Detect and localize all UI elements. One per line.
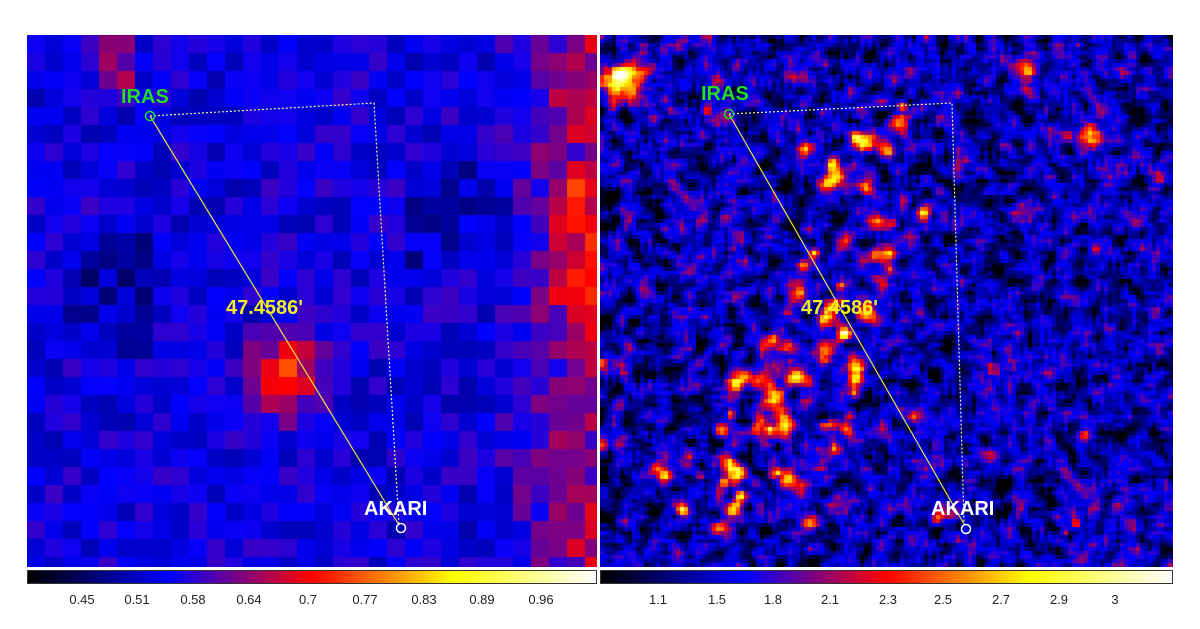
distance-label: 47.4586' [226, 297, 304, 319]
measurement-overlay [723, 102, 972, 535]
tick-label: 3 [1111, 592, 1119, 607]
tick-label: 1.1 [648, 592, 668, 607]
tick-label: 0.77 [352, 592, 378, 607]
tick-label: 0.64 [236, 592, 262, 607]
colorbar-left [27, 570, 597, 584]
tick-label: 0.7 [298, 592, 318, 607]
bounding-path [728, 102, 965, 525]
panel-divider [597, 35, 600, 567]
iras-marker [144, 110, 156, 122]
iras-intensity-map [27, 35, 597, 567]
iras-map-panel: IRAS AKARI 47.4586' [27, 35, 597, 567]
iras-label: IRAS [701, 83, 749, 105]
distance-line [728, 113, 965, 525]
colorbar-ticks-right: 1.1 1.5 1.8 2.1 2.3 2.5 2.7 2.9 3 [600, 592, 1173, 612]
tick-label: 0.58 [180, 592, 206, 607]
tick-label: 2.9 [1049, 592, 1069, 607]
tick-label: 0.83 [411, 592, 437, 607]
tick-label: 0.51 [124, 592, 150, 607]
tick-label: 1.8 [763, 592, 783, 607]
colorbar-ticks-left: 0.45 0.51 0.58 0.64 0.7 0.77 0.83 0.89 0… [27, 592, 597, 612]
akari-map-panel: IRAS AKARI 47.4586' [600, 35, 1173, 567]
akari-intensity-map [600, 35, 1173, 567]
tick-label: 2.5 [933, 592, 953, 607]
akari-marker [960, 523, 972, 535]
distance-line [149, 115, 400, 526]
tick-label: 2.7 [991, 592, 1011, 607]
distance-label: 47.4586' [801, 297, 879, 319]
iras-label: IRAS [121, 86, 169, 108]
bounding-path [149, 102, 400, 526]
iras-marker [723, 108, 735, 120]
akari-label: AKARI [931, 498, 995, 520]
measurement-overlay [144, 102, 407, 534]
akari-marker [395, 522, 407, 534]
colorbar-right [600, 570, 1173, 584]
akari-label: AKARI [364, 498, 428, 520]
tick-label: 0.45 [69, 592, 95, 607]
tick-label: 0.96 [528, 592, 554, 607]
tick-label: 1.5 [707, 592, 727, 607]
tick-label: 0.89 [469, 592, 495, 607]
tick-label: 2.3 [878, 592, 898, 607]
tick-label: 2.1 [820, 592, 840, 607]
